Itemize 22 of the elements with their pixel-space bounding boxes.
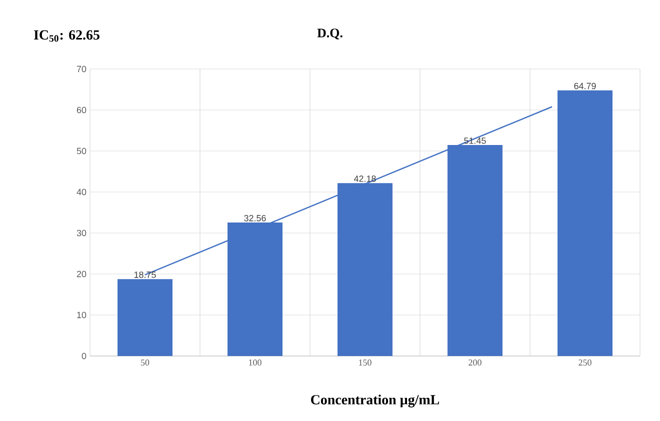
x-tick-label: 100 [249,360,262,366]
y-tick-label: 50 [76,148,86,154]
chart-title: D.Q. [317,28,342,40]
x-tick-label: 200 [468,360,482,366]
x-tick-label: 50 [141,360,150,366]
y-tick-label: 10 [77,312,86,318]
data-label: 32.56 [244,214,266,222]
x-tick-label: 150 [359,360,372,366]
bar [558,90,613,356]
x-axis-title: Concentration µg/mL [311,394,440,408]
y-tick-label: 20 [76,270,86,278]
data-label: 42.18 [354,176,376,182]
bar [118,279,173,356]
data-label: 64.79 [574,82,596,90]
x-tick-label: 250 [578,360,592,366]
data-label: 18.75 [134,272,156,278]
y-tick-label: 60 [76,106,86,114]
y-tick-label: 0 [82,352,86,360]
y-tick-label: 30 [76,230,86,236]
text: IC$_{50}$: 62.65 [34,30,100,42]
y-tick-label: 40 [76,188,86,196]
y-tick-label: 70 [76,66,86,72]
